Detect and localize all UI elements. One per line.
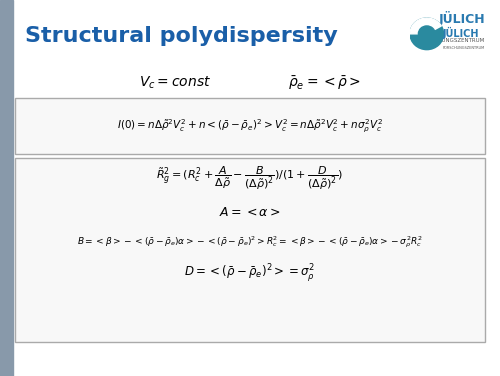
Text: $\tilde{R}_g^2 = (R_c^2 + \dfrac{A}{\Delta\tilde{\rho}} - \dfrac{B}{(\Delta\tild: $\tilde{R}_g^2 = (R_c^2 + \dfrac{A}{\Del…: [156, 165, 344, 192]
Text: $V_c = const$: $V_c = const$: [139, 74, 211, 91]
Text: FORSCHUNGSZENTRUM: FORSCHUNGSZENTRUM: [443, 46, 485, 50]
Circle shape: [410, 18, 444, 50]
Text: FORSCHUNGSZENTRUM: FORSCHUNGSZENTRUM: [420, 38, 485, 42]
Text: Mitglied in der Helmholtz-Gemeinschaft: Mitglied in der Helmholtz-Gemeinschaft: [5, 259, 10, 357]
Circle shape: [418, 26, 435, 42]
Text: $I(0) = n\Delta\tilde{\rho}^2 V_c^2 + n < (\bar{\rho} - \bar{\rho}_e)^2 > V_c^2 : $I(0) = n\Delta\tilde{\rho}^2 V_c^2 + n …: [117, 117, 383, 135]
Text: JÜLICH: JÜLICH: [443, 27, 480, 39]
Text: JÜLICH: JÜLICH: [438, 11, 485, 26]
Bar: [0, 0, 12, 376]
Text: $\bar{\rho}_e =<\bar{\rho}>$: $\bar{\rho}_e =<\bar{\rho}>$: [288, 74, 362, 92]
Text: $B =<\beta> - <(\bar{\rho}-\bar{\rho}_e)\alpha> - <(\bar{\rho}-\bar{\rho}_e)^2> : $B =<\beta> - <(\bar{\rho}-\bar{\rho}_e)…: [77, 235, 423, 250]
FancyBboxPatch shape: [15, 158, 485, 342]
Text: $D =< (\bar{\rho} - \bar{\rho}_e)^2 >= \sigma_\rho^2$: $D =< (\bar{\rho} - \bar{\rho}_e)^2 >= \…: [184, 262, 316, 284]
Wedge shape: [410, 18, 442, 34]
FancyBboxPatch shape: [15, 98, 485, 154]
Text: Structural polydispersity: Structural polydispersity: [25, 26, 338, 46]
Text: $A =< \alpha >$: $A =< \alpha >$: [219, 206, 281, 219]
